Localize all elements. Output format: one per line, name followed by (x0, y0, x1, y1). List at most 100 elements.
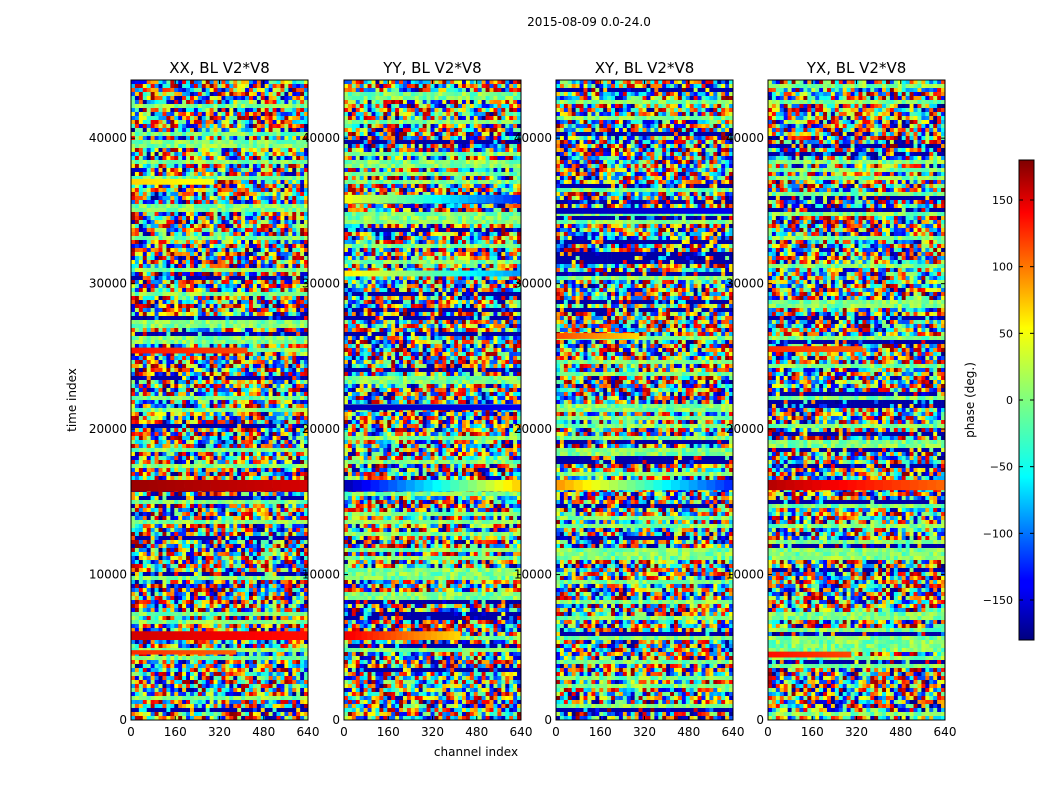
heatmap-cell (146, 152, 151, 157)
heatmap-cell (256, 324, 262, 329)
heatmap-cell (245, 164, 250, 169)
heatmap-cell (170, 512, 175, 517)
heatmap-cell (241, 400, 246, 405)
heatmap-cell (186, 428, 191, 433)
heatmap-cell (249, 232, 254, 237)
heatmap-cell (233, 248, 238, 253)
heatmap-cell (193, 104, 199, 109)
heatmap-cell (249, 496, 254, 501)
heatmap-cell (237, 276, 242, 281)
heatmap-cell (158, 492, 163, 497)
heatmap-cell (186, 416, 191, 421)
heatmap-cell (142, 312, 148, 317)
heatmap-cell (138, 368, 144, 373)
heatmap-cell (170, 392, 175, 397)
heatmap-cell (174, 84, 179, 89)
heatmap-cell (174, 464, 179, 469)
heatmap-cell (292, 408, 297, 413)
heatmap-cell (304, 412, 309, 417)
heatmap-cell (256, 128, 262, 133)
heatmap-cell (150, 288, 155, 293)
heatmap-cell (288, 368, 293, 373)
heatmap-cell (225, 396, 230, 401)
heatmap-cell (284, 392, 289, 397)
heatmap-cell (138, 440, 144, 445)
heatmap-cell (174, 228, 179, 233)
heatmap-cell (241, 500, 246, 505)
heatmap-cell (292, 428, 297, 433)
heatmap-cell (237, 384, 242, 389)
heatmap-cell (284, 468, 289, 473)
heatmap-cell (229, 236, 234, 241)
heatmap-cell (252, 136, 258, 141)
heatmap-cell (264, 184, 269, 189)
heatmap-cell (166, 472, 171, 477)
heatmap-cell (280, 436, 285, 441)
heatmap-cell (256, 320, 262, 325)
heatmap-cell (280, 248, 285, 253)
heatmap-cell (154, 92, 159, 97)
heatmap-cell (225, 280, 230, 285)
heatmap-cell (131, 460, 136, 465)
heatmap-cell (304, 216, 309, 221)
heatmap-cell (217, 308, 222, 313)
heatmap-cell (292, 404, 297, 409)
heatmap-cell (237, 260, 242, 265)
heatmap-cell (260, 176, 266, 181)
heatmap-cell (190, 324, 195, 329)
heatmap-cell (142, 184, 148, 189)
heatmap-cell (237, 200, 242, 205)
heatmap-cell (300, 188, 305, 193)
heatmap-cell (268, 296, 273, 301)
heatmap-cell (142, 120, 148, 125)
heatmap-cell (134, 168, 140, 173)
heatmap-cell (205, 372, 210, 377)
heatmap-cell (245, 208, 250, 213)
heatmap-cell (229, 328, 234, 333)
heatmap-cell (134, 188, 140, 193)
heatmap-cell (205, 464, 210, 469)
heatmap-cell (193, 204, 199, 209)
heatmap-cell (237, 216, 242, 221)
heatmap-cell (264, 364, 269, 369)
heatmap-cell (288, 444, 293, 449)
heatmap-cell (131, 516, 136, 521)
heatmap-cell (229, 204, 234, 209)
heatmap-cell (201, 164, 207, 169)
heatmap-cell (209, 216, 214, 221)
heatmap-cell (146, 344, 151, 349)
heatmap-cell (225, 192, 230, 197)
heatmap-cell (229, 212, 234, 217)
heatmap-cell (174, 460, 179, 465)
heatmap-cell (300, 408, 305, 413)
heatmap-cell (217, 272, 222, 277)
heatmap-cell (193, 408, 199, 413)
heatmap-cell (296, 160, 301, 165)
heatmap-cell (249, 472, 254, 477)
heatmap-cell (182, 100, 187, 105)
heatmap-cell (296, 116, 301, 121)
heatmap-cell (233, 148, 238, 153)
heatmap-cell (249, 508, 254, 513)
heatmap-cell (252, 212, 258, 217)
heatmap-cell (131, 96, 136, 101)
heatmap-cell (221, 132, 226, 137)
heatmap-cell (205, 120, 210, 125)
heatmap-cell (186, 312, 191, 317)
heatmap-cell (233, 304, 238, 309)
heatmap-cell (249, 188, 254, 193)
heatmap-cell (225, 244, 230, 249)
heatmap-cell (256, 416, 262, 421)
heatmap-cell (292, 144, 297, 149)
heatmap-cell (131, 428, 136, 433)
heatmap-cell (260, 288, 266, 293)
heatmap-cell (304, 200, 309, 205)
heatmap-cell (233, 460, 238, 465)
heatmap-cell (150, 300, 155, 305)
heatmap-cell (288, 308, 293, 313)
heatmap-cell (280, 220, 285, 225)
heatmap-cell (241, 384, 246, 389)
heatmap-cell (252, 160, 258, 165)
heatmap-cell (131, 408, 136, 413)
heatmap-cell (284, 424, 289, 429)
